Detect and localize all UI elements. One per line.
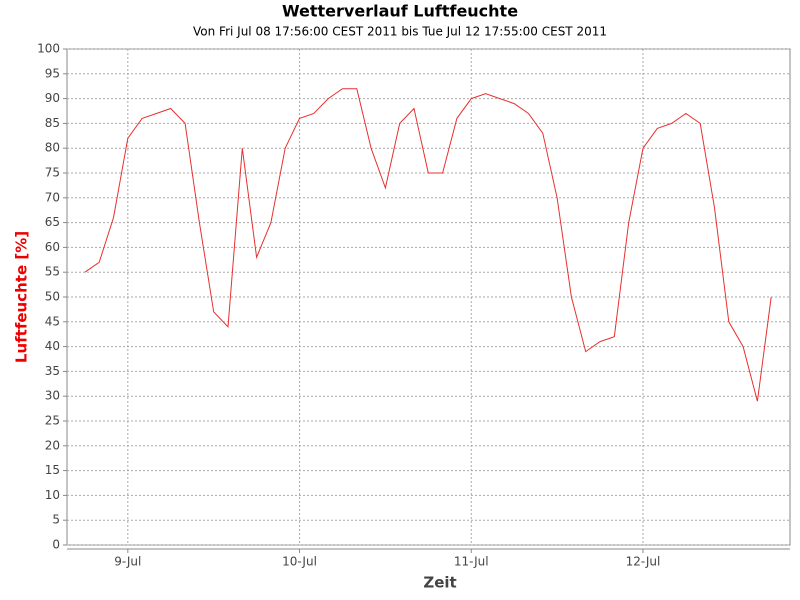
y-tick-label: 75 (45, 166, 60, 180)
data-line (84, 88, 772, 402)
y-tick-label: 40 (45, 339, 60, 353)
y-tick-label: 45 (45, 314, 60, 328)
y-tick-label: 100 (37, 42, 60, 56)
y-tick-label: 65 (45, 215, 60, 229)
x-tick-label: 11-Jul (454, 555, 489, 569)
y-tick-label: 5 (52, 513, 60, 527)
y-tick-label: 60 (45, 240, 60, 254)
y-tick-label: 90 (45, 91, 60, 105)
y-axis-label: Luftfeuchte [%] (13, 231, 31, 363)
y-tick-label: 0 (52, 538, 60, 552)
x-axis-label: Zeit (423, 574, 456, 592)
chart-title: Wetterverlauf Luftfeuchte (282, 2, 518, 21)
y-tick-label: 15 (45, 463, 60, 477)
y-tick-label: 30 (45, 389, 60, 403)
y-tick-label: 55 (45, 265, 60, 279)
y-tick-label: 25 (45, 414, 60, 428)
y-tick-label: 10 (45, 488, 60, 502)
x-tick-label: 10-Jul (282, 555, 317, 569)
y-tick-label: 50 (45, 290, 60, 304)
y-tick-label: 80 (45, 141, 60, 155)
y-tick-label: 70 (45, 190, 60, 204)
y-tick-label: 35 (45, 364, 60, 378)
y-tick-label: 20 (45, 438, 60, 452)
x-tick-label: 9-Jul (114, 555, 141, 569)
chart-subtitle: Von Fri Jul 08 17:56:00 CEST 2011 bis Tu… (193, 25, 607, 39)
y-tick-label: 85 (45, 116, 60, 130)
y-tick-label: 95 (45, 66, 60, 80)
x-tick-label: 12-Jul (626, 555, 661, 569)
